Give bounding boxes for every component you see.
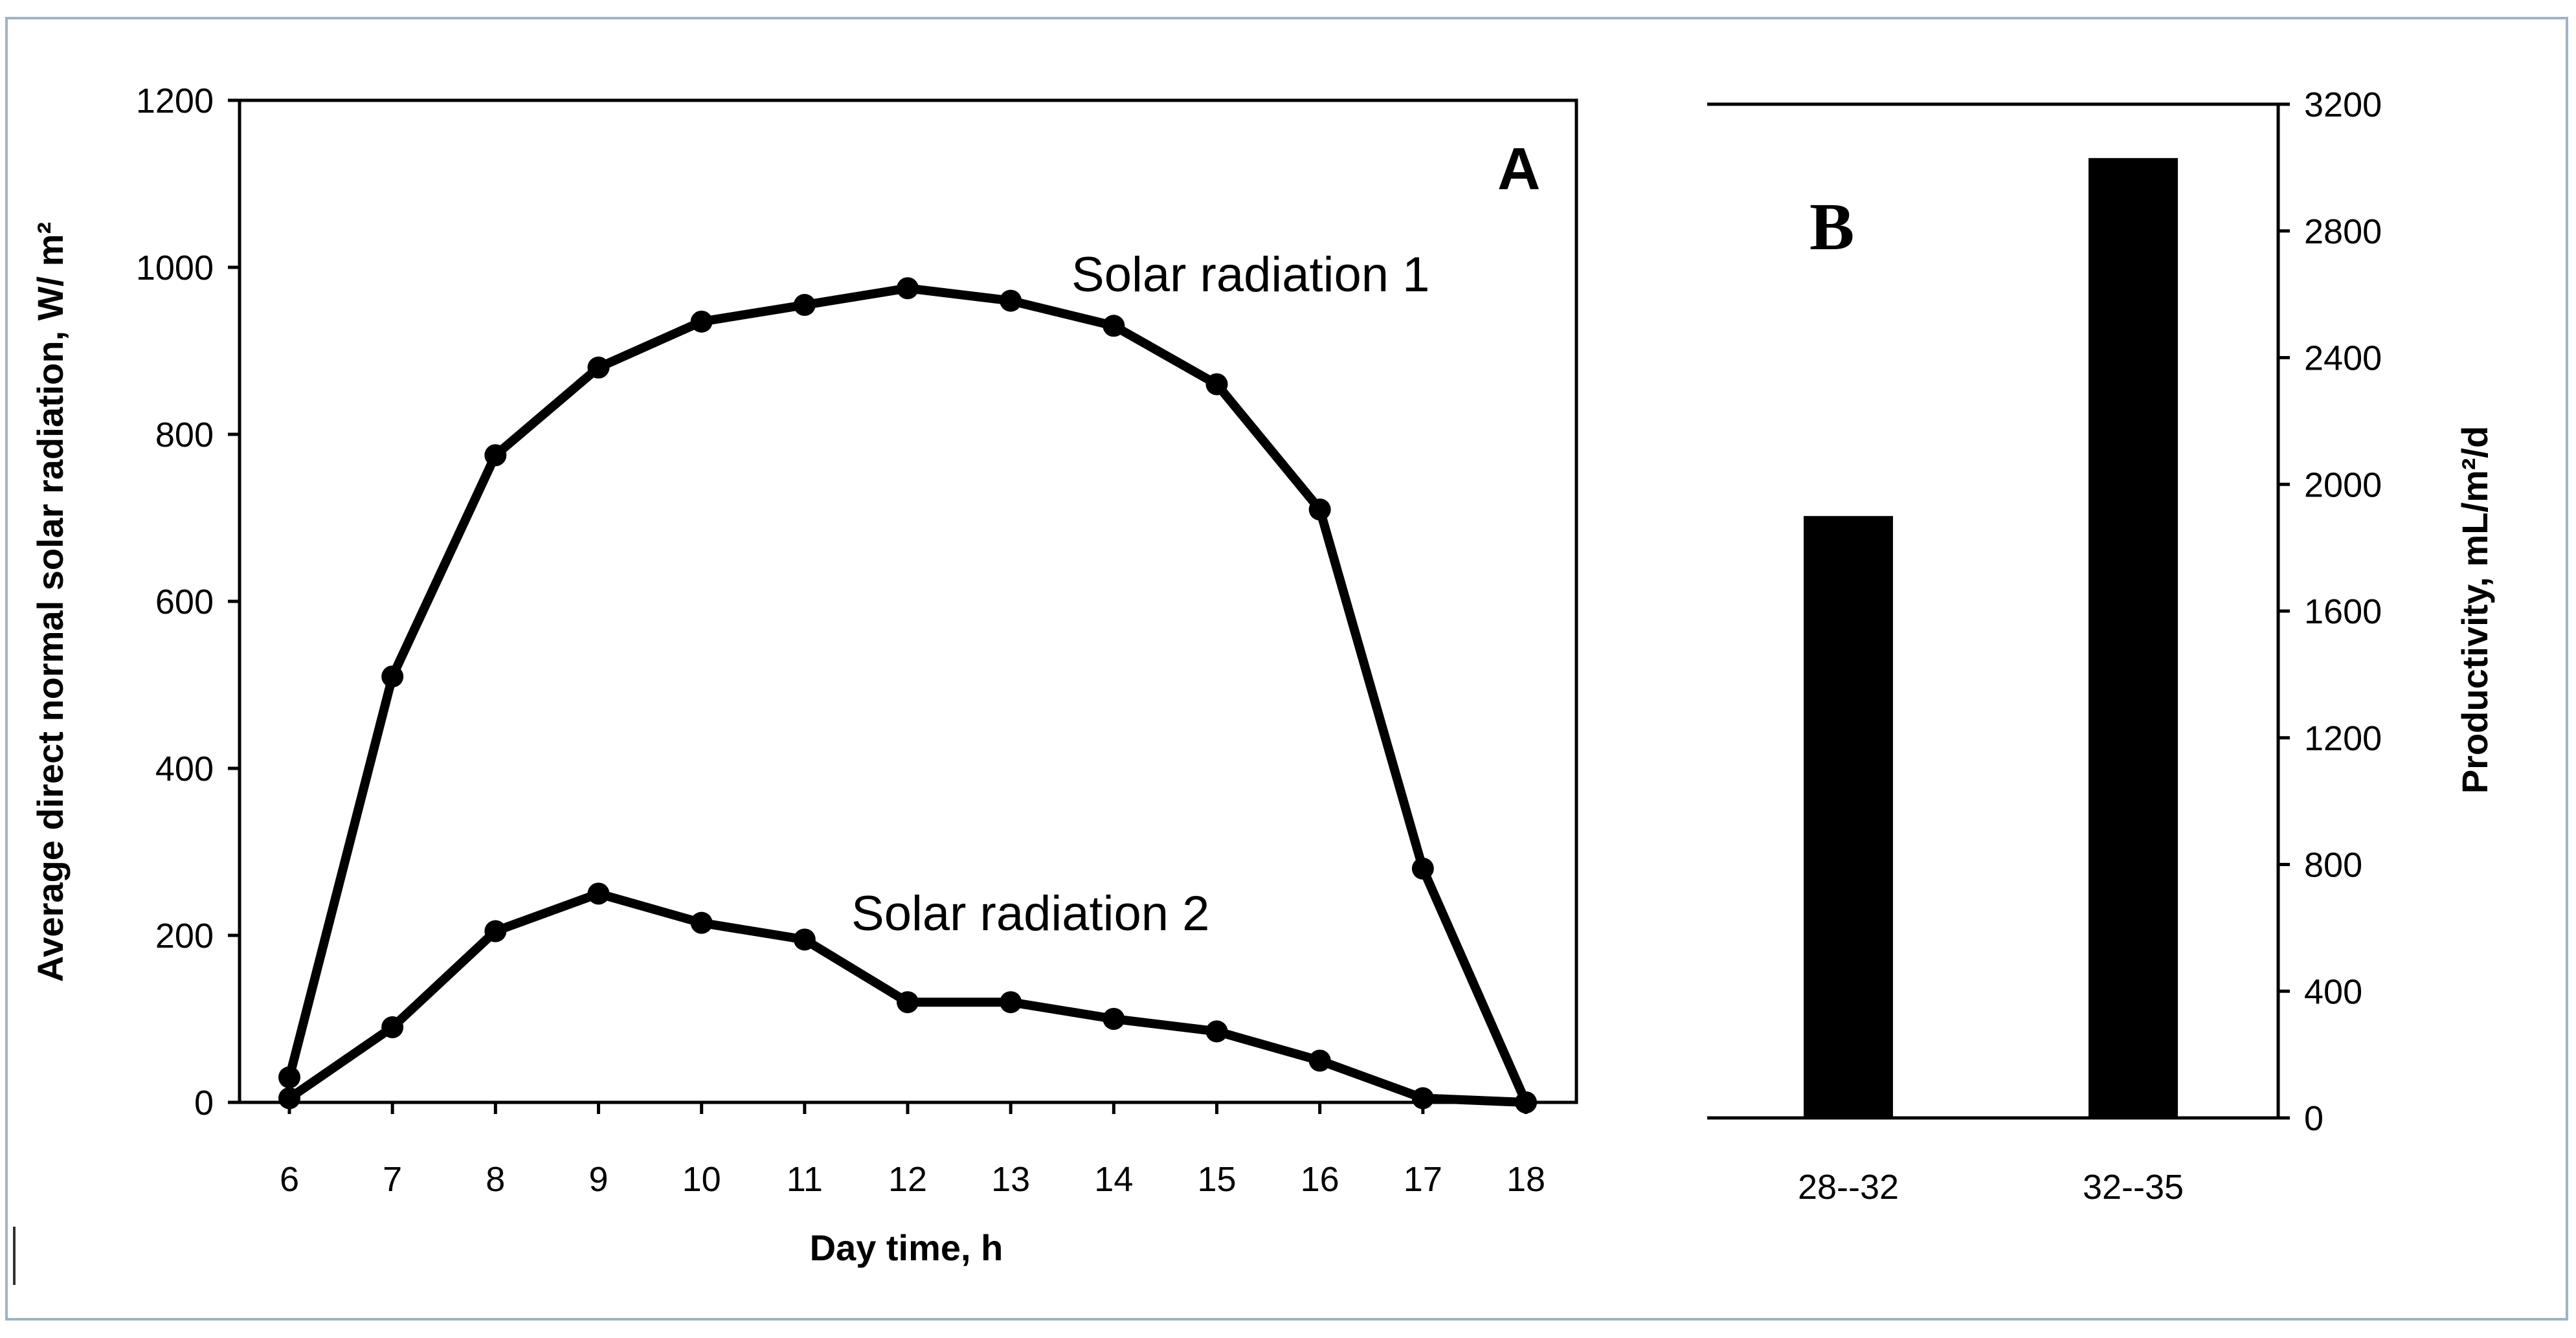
- data-point-solar-radiation-2: [793, 928, 816, 951]
- data-point-solar-radiation-1: [1000, 289, 1022, 312]
- chart-b-y-tick-label: 2400: [2304, 339, 2382, 378]
- chart-b-y-tick-label: 2800: [2304, 212, 2382, 251]
- chart-a-x-tick-label: 15: [1197, 1160, 1236, 1199]
- data-point-solar-radiation-2: [1308, 1049, 1331, 1072]
- chart-b-y-tick-label: 0: [2304, 1099, 2324, 1138]
- data-point-solar-radiation-2: [1205, 1020, 1228, 1043]
- chart-b-x-tick-label: 28--32: [1798, 1168, 1899, 1207]
- data-point-solar-radiation-2: [484, 920, 507, 942]
- chart-b-bars: [1804, 158, 2178, 1119]
- chart-a-y-tick-label: 400: [155, 750, 214, 788]
- chart-a-x-tick-label: 17: [1404, 1160, 1442, 1199]
- chart-b: 0 400 800 1200 1600 2000 2400 2800 3200 28--32 32…: [1707, 85, 2495, 1207]
- data-point-solar-radiation-2: [587, 882, 610, 905]
- data-point-solar-radiation-2: [1411, 1087, 1434, 1109]
- data-point-solar-radiation-1: [1103, 315, 1125, 337]
- chart-a-y-tick-label: 0: [194, 1084, 214, 1122]
- chart-a-x-tick-label: 10: [682, 1160, 721, 1199]
- chart-a-x-tick-label: 18: [1506, 1160, 1545, 1199]
- chart-a-y-tick-label: 200: [155, 917, 214, 955]
- chart-b-y-tick-label: 400: [2304, 972, 2362, 1011]
- series-solar-radiation-2: [278, 882, 1537, 1113]
- series-label-solar-radiation-1: Solar radiation 1: [1071, 247, 1429, 302]
- chart-b-y-axis-title: Productivity, mL/m²/d: [2454, 426, 2495, 794]
- chart-a-y-tick-label: 1200: [136, 82, 214, 120]
- chart-a-x-tick-label: 11: [787, 1160, 823, 1199]
- data-point-solar-radiation-2: [690, 911, 713, 934]
- chart-b-y-axis: 0 400 800 1200 1600 2000 2400 2800 3200: [2278, 85, 2382, 1138]
- data-point-solar-radiation-1: [690, 310, 713, 333]
- chart-a-x-axis-title: Day time, h: [810, 1227, 1003, 1268]
- chart-b-x-tick-label: 32--35: [2083, 1168, 2184, 1207]
- data-point-solar-radiation-1: [1411, 857, 1434, 880]
- series-label-solar-radiation-2: Solar radiation 2: [851, 886, 1209, 941]
- chart-a-x-tick-label: 16: [1301, 1160, 1339, 1199]
- chart-a-x-tick-label: 6: [280, 1160, 299, 1199]
- chart-a-panel-label: A: [1497, 136, 1540, 202]
- data-point-solar-radiation-1: [484, 444, 507, 467]
- chart-b-y-tick-label: 1600: [2304, 592, 2382, 631]
- chart-b-x-axis: 28--32 32--35: [1798, 1168, 2184, 1207]
- chart-b-y-tick-label: 1200: [2304, 719, 2382, 758]
- chart-a-y-tick-label: 600: [155, 583, 214, 621]
- chart-b-panel-label: B: [1809, 190, 1854, 264]
- data-point-solar-radiation-2: [1103, 1008, 1125, 1030]
- chart-a-y-axis-title: Average direct normal solar radiation, W…: [30, 222, 71, 982]
- chart-a: 0 200 400 600 800 1000 1200 6 7 8 9 10 11 12 13 14 15 16…: [30, 82, 1578, 1268]
- chart-a-series: [278, 277, 1537, 1113]
- chart-a-x-axis: 6 7 8 9 10 11 12 13 14 15 16 17 18: [280, 1102, 1545, 1199]
- chart-a-x-tick-label: 8: [486, 1160, 505, 1199]
- data-point-solar-radiation-1: [1308, 498, 1331, 521]
- chart-a-x-tick-label: 14: [1094, 1160, 1133, 1199]
- chart-a-x-tick-label: 7: [383, 1160, 402, 1199]
- chart-b-y-tick-label: 2000: [2304, 465, 2382, 504]
- data-point-solar-radiation-2: [278, 1087, 300, 1109]
- data-point-solar-radiation-1: [381, 665, 404, 688]
- chart-a-y-axis: 0 200 400 600 800 1000 1200: [136, 82, 240, 1122]
- chart-a-x-tick-label: 9: [588, 1160, 608, 1199]
- bar-32-35: [2089, 158, 2178, 1119]
- data-point-solar-radiation-2: [897, 991, 919, 1014]
- data-point-solar-radiation-1: [278, 1066, 300, 1089]
- chart-a-x-tick-label: 12: [888, 1160, 927, 1199]
- data-point-solar-radiation-1: [793, 294, 816, 317]
- data-point-solar-radiation-1: [587, 356, 610, 379]
- data-point-solar-radiation-2: [1000, 991, 1022, 1014]
- chart-a-x-tick-label: 13: [991, 1160, 1030, 1199]
- chart-a-y-tick-label: 1000: [136, 249, 214, 287]
- bar-28-32: [1804, 516, 1893, 1118]
- chart-b-y-tick-label: 3200: [2304, 85, 2382, 124]
- series-solar-radiation-1: [278, 277, 1537, 1113]
- data-point-solar-radiation-2: [1515, 1091, 1537, 1113]
- chart-a-y-tick-label: 800: [155, 416, 214, 454]
- data-point-solar-radiation-2: [381, 1016, 404, 1038]
- data-point-solar-radiation-1: [1205, 373, 1228, 396]
- data-point-solar-radiation-1: [897, 277, 919, 300]
- chart-b-y-tick-label: 800: [2304, 846, 2362, 885]
